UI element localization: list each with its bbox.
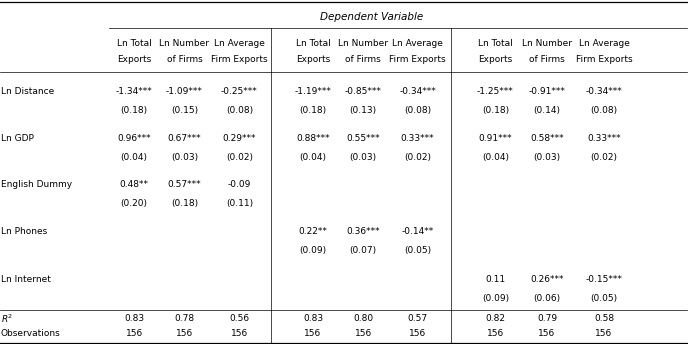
- Text: (0.07): (0.07): [350, 246, 377, 255]
- Text: (0.04): (0.04): [299, 153, 327, 162]
- Text: 0.88***: 0.88***: [297, 134, 330, 143]
- Text: 0.11: 0.11: [485, 275, 506, 284]
- Text: (0.04): (0.04): [482, 153, 509, 162]
- Text: (0.02): (0.02): [590, 153, 618, 162]
- Text: 0.55***: 0.55***: [347, 134, 380, 143]
- Text: English Dummy: English Dummy: [1, 180, 72, 189]
- Text: 0.58: 0.58: [594, 314, 614, 323]
- Text: -0.14**: -0.14**: [402, 227, 433, 236]
- Text: -0.34***: -0.34***: [399, 87, 436, 96]
- Text: Ln Number: Ln Number: [160, 39, 209, 47]
- Text: Dependent Variable: Dependent Variable: [320, 11, 423, 22]
- Text: 156: 156: [486, 329, 504, 338]
- Text: (0.04): (0.04): [120, 153, 148, 162]
- Text: 0.83: 0.83: [124, 314, 144, 323]
- Text: (0.15): (0.15): [171, 106, 198, 115]
- Text: -0.25***: -0.25***: [221, 87, 258, 96]
- Text: (0.13): (0.13): [350, 106, 377, 115]
- Text: 0.26***: 0.26***: [530, 275, 563, 284]
- Text: Observations: Observations: [1, 329, 61, 338]
- Text: Ln Total: Ln Total: [478, 39, 513, 47]
- Text: of Firms: of Firms: [529, 55, 565, 64]
- Text: 0.29***: 0.29***: [223, 134, 256, 143]
- Text: 0.33***: 0.33***: [588, 134, 621, 143]
- Text: Exports: Exports: [117, 55, 151, 64]
- Text: 0.48**: 0.48**: [120, 180, 149, 189]
- Text: Ln Total: Ln Total: [117, 39, 151, 47]
- Text: Ln Total: Ln Total: [296, 39, 330, 47]
- Text: -1.09***: -1.09***: [166, 87, 203, 96]
- Text: (0.09): (0.09): [299, 246, 327, 255]
- Text: (0.03): (0.03): [171, 153, 198, 162]
- Text: -0.09: -0.09: [228, 180, 251, 189]
- Text: (0.08): (0.08): [590, 106, 618, 115]
- Text: (0.02): (0.02): [404, 153, 431, 162]
- Text: 0.96***: 0.96***: [118, 134, 151, 143]
- Text: -0.85***: -0.85***: [345, 87, 382, 96]
- Text: of Firms: of Firms: [166, 55, 202, 64]
- Text: Exports: Exports: [296, 55, 330, 64]
- Text: 156: 156: [409, 329, 427, 338]
- Text: 156: 156: [304, 329, 322, 338]
- Text: (0.20): (0.20): [120, 199, 148, 208]
- Text: (0.11): (0.11): [226, 199, 253, 208]
- Text: Firm Exports: Firm Exports: [389, 55, 446, 64]
- Text: Exports: Exports: [478, 55, 513, 64]
- Text: 0.91***: 0.91***: [479, 134, 512, 143]
- Text: 0.33***: 0.33***: [401, 134, 434, 143]
- Text: -0.34***: -0.34***: [585, 87, 623, 96]
- Text: (0.03): (0.03): [350, 153, 377, 162]
- Text: 0.56: 0.56: [229, 314, 250, 323]
- Text: -0.91***: -0.91***: [528, 87, 566, 96]
- Text: of Firms: of Firms: [345, 55, 381, 64]
- Text: -1.25***: -1.25***: [477, 87, 514, 96]
- Text: Ln Internet: Ln Internet: [1, 275, 50, 284]
- Text: 0.57***: 0.57***: [168, 180, 201, 189]
- Text: Ln Distance: Ln Distance: [1, 87, 54, 96]
- Text: Ln Number: Ln Number: [522, 39, 572, 47]
- Text: $R^2$: $R^2$: [1, 313, 13, 325]
- Text: 156: 156: [230, 329, 248, 338]
- Text: 0.79: 0.79: [537, 314, 557, 323]
- Text: Ln GDP: Ln GDP: [1, 134, 34, 143]
- Text: 0.57: 0.57: [407, 314, 428, 323]
- Text: (0.02): (0.02): [226, 153, 253, 162]
- Text: 156: 156: [354, 329, 372, 338]
- Text: 0.36***: 0.36***: [347, 227, 380, 236]
- Text: 0.78: 0.78: [174, 314, 195, 323]
- Text: 0.67***: 0.67***: [168, 134, 201, 143]
- Text: 156: 156: [175, 329, 193, 338]
- Text: 156: 156: [538, 329, 556, 338]
- Text: Firm Exports: Firm Exports: [211, 55, 268, 64]
- Text: (0.08): (0.08): [404, 106, 431, 115]
- Text: (0.08): (0.08): [226, 106, 253, 115]
- Text: 156: 156: [595, 329, 613, 338]
- Text: 0.80: 0.80: [353, 314, 374, 323]
- Text: (0.18): (0.18): [120, 106, 148, 115]
- Text: (0.18): (0.18): [299, 106, 327, 115]
- Text: 0.82: 0.82: [485, 314, 506, 323]
- Text: Firm Exports: Firm Exports: [576, 55, 632, 64]
- Text: (0.03): (0.03): [533, 153, 561, 162]
- Text: 0.22**: 0.22**: [299, 227, 327, 236]
- Text: 0.83: 0.83: [303, 314, 323, 323]
- Text: Ln Average: Ln Average: [214, 39, 265, 47]
- Text: (0.05): (0.05): [590, 294, 618, 303]
- Text: -0.15***: -0.15***: [585, 275, 623, 284]
- Text: Ln Phones: Ln Phones: [1, 227, 47, 236]
- Text: Ln Average: Ln Average: [392, 39, 443, 47]
- Text: 0.58***: 0.58***: [530, 134, 563, 143]
- Text: (0.18): (0.18): [171, 199, 198, 208]
- Text: (0.18): (0.18): [482, 106, 509, 115]
- Text: Ln Number: Ln Number: [338, 39, 388, 47]
- Text: (0.14): (0.14): [533, 106, 561, 115]
- Text: (0.06): (0.06): [533, 294, 561, 303]
- Text: 156: 156: [125, 329, 143, 338]
- Text: (0.09): (0.09): [482, 294, 509, 303]
- Text: Ln Average: Ln Average: [579, 39, 630, 47]
- Text: (0.05): (0.05): [404, 246, 431, 255]
- Text: -1.34***: -1.34***: [116, 87, 153, 96]
- Text: -1.19***: -1.19***: [294, 87, 332, 96]
